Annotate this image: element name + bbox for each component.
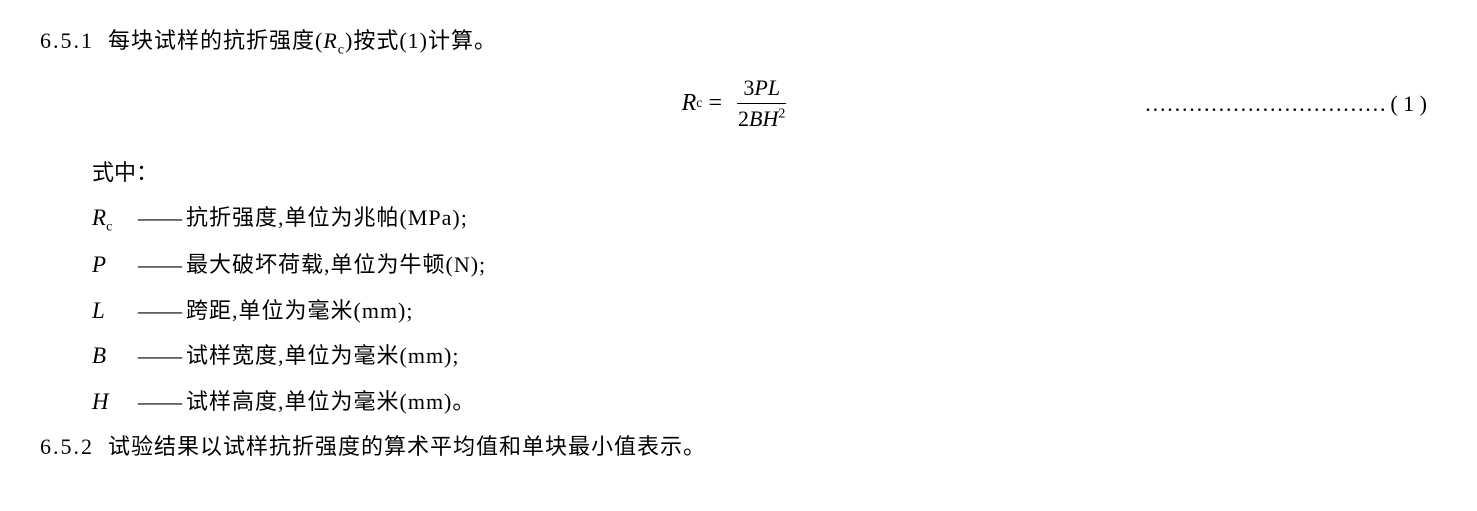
- def-text: 抗折强度,单位为兆帕(MPa);: [186, 197, 468, 239]
- denominator: 2BH2: [732, 104, 791, 132]
- section-number: 6.5.2: [40, 426, 94, 468]
- text-pre: 每块试样的抗折强度(: [108, 28, 323, 53]
- numerator: 3PL: [737, 75, 786, 104]
- def-text: 试样宽度,单位为毫米(mm);: [186, 335, 460, 377]
- leader-dots: ……………………………: [1144, 83, 1386, 125]
- section-text: 每块试样的抗折强度(Rc)按式(1)计算。: [108, 20, 497, 64]
- equation: Rc = 3PL 2BH2: [682, 75, 796, 133]
- eq-sign: =: [709, 81, 723, 127]
- def-text: 试样高度,单位为毫米(mm)。: [186, 381, 475, 423]
- equation-number: …………………………… ( 1 ): [1144, 83, 1427, 125]
- num-L: L: [768, 75, 780, 100]
- def-item: L —— 跨距,单位为毫米(mm);: [92, 289, 1437, 333]
- var-R: R: [323, 28, 337, 53]
- def-dash: ——: [138, 381, 182, 423]
- def-dash: ——: [138, 197, 182, 239]
- section-number: 6.5.1: [40, 20, 94, 62]
- where-block: 式中： Rc —— 抗折强度,单位为兆帕(MPa); P —— 最大破坏荷载,单…: [92, 152, 1437, 424]
- den-exp: 2: [778, 107, 785, 122]
- def-text: 最大破坏荷载,单位为牛顿(N);: [186, 244, 486, 286]
- def-dash: ——: [138, 244, 182, 286]
- num-coef: 3: [743, 75, 754, 100]
- eq-lhs-var: R: [682, 81, 697, 127]
- den-B: B: [749, 106, 762, 131]
- def-dash: ——: [138, 290, 182, 332]
- def-symbol: P: [92, 243, 138, 287]
- eq-lhs-sub: c: [696, 91, 702, 118]
- eq-ref: ( 1 ): [1390, 83, 1427, 125]
- definition-list: Rc —— 抗折强度,单位为兆帕(MPa); P —— 最大破坏荷载,单位为牛顿…: [92, 196, 1437, 424]
- def-symbol: Rc: [92, 196, 138, 241]
- def-item: Rc —— 抗折强度,单位为兆帕(MPa);: [92, 196, 1437, 241]
- def-text: 跨距,单位为毫米(mm);: [186, 290, 414, 332]
- text-post: )按式(1)计算。: [345, 28, 497, 53]
- def-item: P —— 最大破坏荷载,单位为牛顿(N);: [92, 243, 1437, 287]
- def-item: B —— 试样宽度,单位为毫米(mm);: [92, 334, 1437, 378]
- fraction: 3PL 2BH2: [732, 75, 791, 133]
- num-P: P: [754, 75, 767, 100]
- def-dash: ——: [138, 335, 182, 377]
- section-651-line: 6.5.1 每块试样的抗折强度(Rc)按式(1)计算。: [40, 20, 1437, 64]
- den-coef: 2: [738, 106, 749, 131]
- where-label: 式中：: [92, 152, 1437, 194]
- equation-row: Rc = 3PL 2BH2 …………………………… ( 1 ): [40, 74, 1437, 134]
- section-652-line: 6.5.2 试验结果以试样抗折强度的算术平均值和单块最小值表示。: [40, 426, 1437, 468]
- sub-c: c: [338, 42, 345, 57]
- def-symbol: B: [92, 334, 138, 378]
- def-symbol: H: [92, 380, 138, 424]
- def-item: H —— 试样高度,单位为毫米(mm)。: [92, 380, 1437, 424]
- def-symbol: L: [92, 289, 138, 333]
- section-text: 试验结果以试样抗折强度的算术平均值和单块最小值表示。: [108, 426, 706, 468]
- den-H: H: [763, 106, 779, 131]
